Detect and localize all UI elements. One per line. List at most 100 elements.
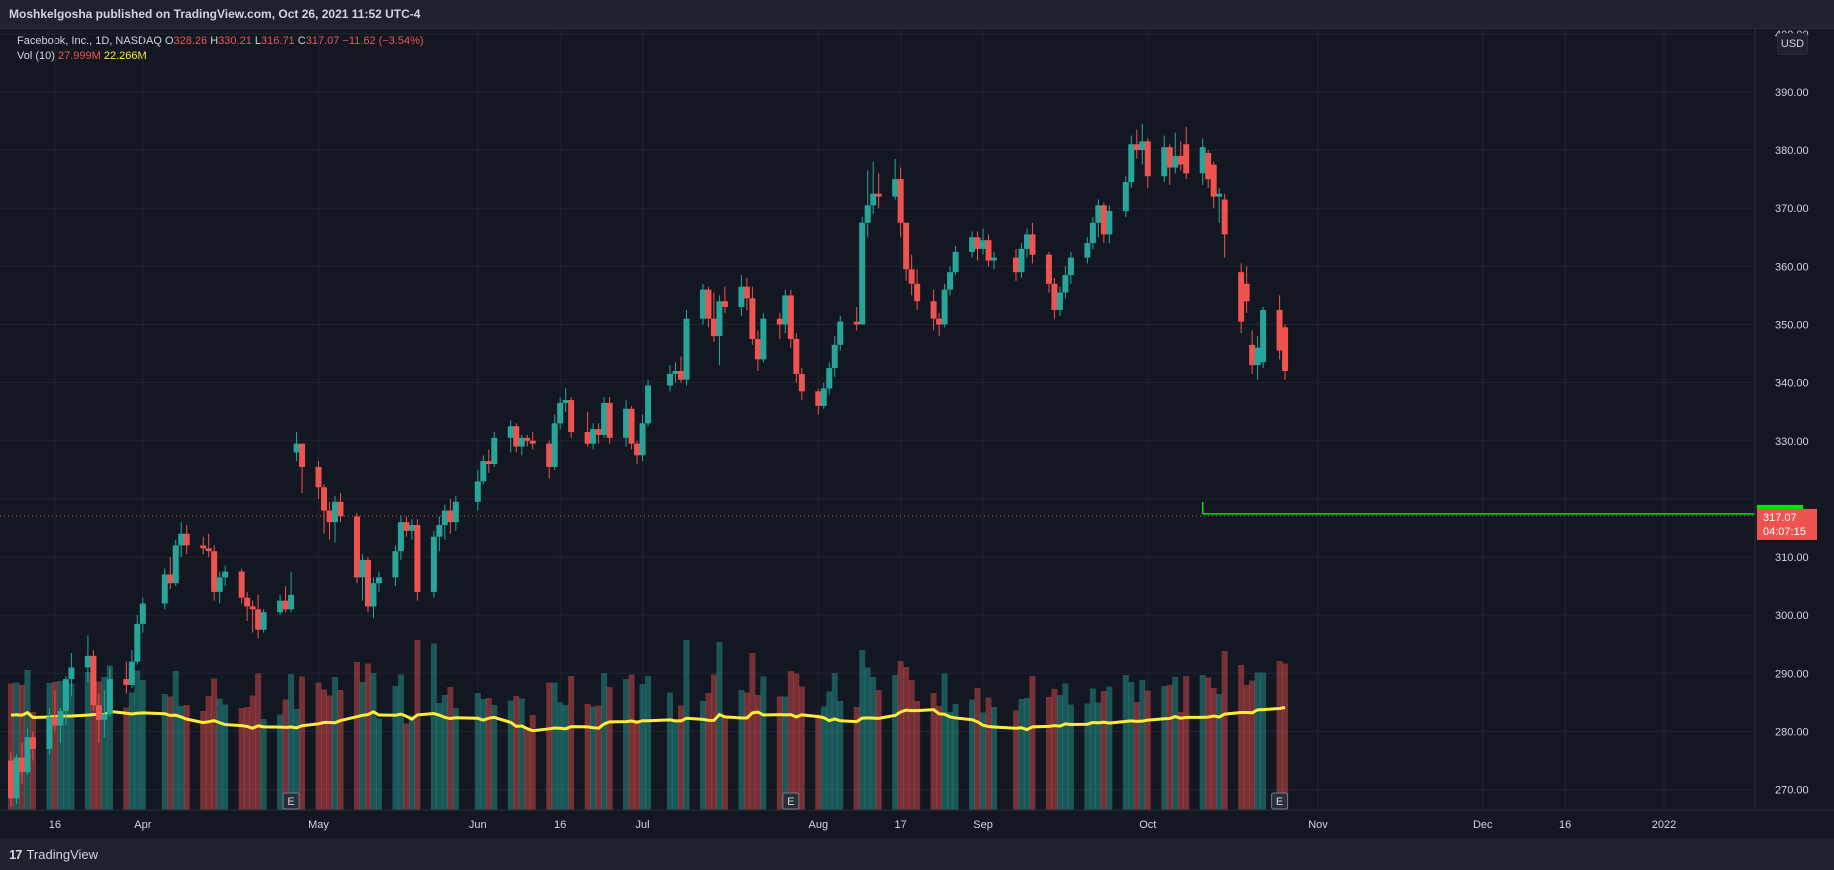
candle-body bbox=[414, 525, 421, 592]
price-tick-label: 360.00 bbox=[1775, 261, 1809, 273]
candle-body bbox=[364, 559, 371, 607]
candle-body bbox=[562, 400, 569, 403]
volume-bar bbox=[337, 690, 344, 810]
candle-body bbox=[628, 408, 635, 444]
candle-body bbox=[326, 510, 333, 523]
volume-bar bbox=[211, 678, 218, 810]
volume-bar bbox=[1166, 685, 1173, 810]
candle-body bbox=[1029, 234, 1036, 255]
price-tick-label: 380.00 bbox=[1775, 145, 1809, 157]
volume-bar bbox=[716, 642, 723, 810]
footer-bar: 17 TradingView bbox=[0, 838, 1834, 870]
volume-bar bbox=[513, 696, 520, 810]
candle-body bbox=[667, 373, 674, 386]
volume-bar bbox=[178, 706, 185, 810]
volume-bar bbox=[315, 682, 322, 810]
candle-body bbox=[820, 388, 827, 406]
volume-bar bbox=[776, 696, 783, 810]
volume-bar bbox=[95, 681, 102, 810]
candle-body bbox=[1045, 254, 1052, 284]
volume-bar bbox=[782, 696, 789, 810]
candle-body bbox=[952, 251, 959, 273]
volume-bar bbox=[908, 680, 915, 810]
close-value: 317.07 bbox=[305, 35, 340, 47]
candle-body bbox=[749, 298, 756, 340]
volume-bar bbox=[249, 695, 256, 810]
candle-body bbox=[1062, 275, 1069, 293]
candle-body bbox=[623, 408, 630, 438]
candle-body bbox=[1023, 234, 1030, 249]
volume-bar bbox=[628, 674, 635, 810]
candle-body bbox=[1276, 309, 1283, 351]
open-label: O bbox=[164, 35, 174, 47]
candle-body bbox=[1199, 147, 1206, 174]
low-label: L bbox=[254, 35, 262, 47]
volume-bar bbox=[683, 640, 690, 810]
volume-bar bbox=[238, 708, 245, 810]
volume-label[interactable]: Vol (10) bbox=[17, 50, 55, 62]
candle-body bbox=[216, 577, 223, 592]
candle-body bbox=[793, 339, 800, 374]
volume-bar bbox=[485, 698, 492, 810]
volume-bar bbox=[1056, 695, 1063, 810]
earnings-marker-label: E bbox=[1276, 796, 1283, 808]
candle-body bbox=[1144, 141, 1151, 177]
candle-body bbox=[408, 525, 415, 531]
volume-bar bbox=[222, 704, 229, 810]
volume-bar bbox=[447, 687, 454, 810]
tradingview-logo[interactable]: 17 TradingView bbox=[9, 847, 98, 862]
candle-body bbox=[441, 510, 448, 526]
currency-button[interactable]: USD bbox=[1777, 33, 1808, 55]
volume-bar bbox=[1183, 676, 1190, 810]
candle-body bbox=[914, 283, 921, 302]
candle-body bbox=[798, 373, 805, 392]
volume-bar bbox=[392, 686, 399, 810]
candle-body bbox=[738, 286, 745, 308]
candle-body bbox=[590, 429, 597, 444]
volume-bar bbox=[1122, 675, 1129, 810]
earnings-marker bbox=[782, 792, 800, 810]
candle-body bbox=[1166, 147, 1173, 168]
volume-bar bbox=[1023, 698, 1030, 810]
candle-body bbox=[397, 522, 404, 552]
time-tick-label: Dec bbox=[1473, 819, 1493, 831]
volume-bar bbox=[1089, 688, 1096, 810]
volume-bar bbox=[128, 692, 135, 810]
candle-body bbox=[1106, 211, 1113, 235]
time-tick-label: 2022 bbox=[1652, 819, 1676, 831]
candle-body bbox=[518, 437, 525, 447]
volume-bar bbox=[645, 676, 652, 810]
symbol-title[interactable]: Facebook, Inc., 1D, NASDAQ bbox=[17, 35, 162, 47]
volume-bar bbox=[332, 677, 339, 810]
candle-body bbox=[930, 301, 937, 319]
candle-body bbox=[62, 679, 69, 712]
volume-bar bbox=[375, 718, 382, 810]
volume-bar bbox=[62, 684, 69, 810]
candle-body bbox=[447, 510, 454, 523]
time-tick-label: Nov bbox=[1308, 819, 1328, 831]
candle-body bbox=[936, 318, 943, 325]
volume-bar bbox=[414, 640, 421, 810]
volume-bar bbox=[705, 693, 712, 810]
candle-body bbox=[277, 600, 284, 613]
volume-bar bbox=[359, 682, 366, 810]
close-label: C bbox=[297, 35, 306, 47]
price-tick-label: 350.00 bbox=[1775, 319, 1809, 331]
candle-body bbox=[568, 400, 575, 433]
volume-bar bbox=[952, 704, 959, 810]
candle-body bbox=[1172, 155, 1179, 168]
candle-body bbox=[282, 600, 289, 610]
volume-bar bbox=[282, 699, 289, 810]
volume-bar bbox=[1095, 702, 1102, 810]
volume-bar bbox=[639, 684, 646, 810]
price-chart[interactable]: E E E 270.00 280.00 290.00 300.00 310.00 330.00 3… bbox=[0, 28, 1834, 838]
volume-bar bbox=[1012, 710, 1019, 810]
price-tick-label: 330.00 bbox=[1775, 436, 1809, 448]
candle-body bbox=[51, 716, 58, 726]
candle-body bbox=[29, 737, 36, 749]
candle-body bbox=[101, 713, 108, 720]
candle-body bbox=[1249, 344, 1256, 366]
candle-body bbox=[721, 301, 728, 308]
candle-body bbox=[370, 583, 377, 607]
candle-body bbox=[8, 760, 14, 799]
